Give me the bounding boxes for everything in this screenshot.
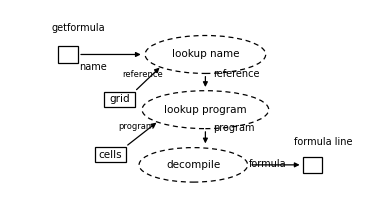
Bar	[104, 92, 135, 107]
Text: lookup program: lookup program	[164, 105, 247, 115]
Text: program: program	[118, 122, 154, 131]
Bar	[303, 157, 322, 173]
Text: cells: cells	[99, 149, 122, 159]
Bar	[95, 147, 126, 162]
Text: grid: grid	[109, 94, 130, 104]
Text: decompile: decompile	[166, 160, 221, 170]
Text: formula line: formula line	[294, 137, 353, 147]
Text: reference: reference	[123, 71, 163, 80]
Text: formula: formula	[249, 159, 287, 169]
Text: lookup name: lookup name	[172, 50, 239, 60]
Text: reference: reference	[213, 69, 259, 79]
Text: program: program	[213, 123, 254, 133]
Text: getformula: getformula	[52, 23, 105, 33]
Text: name: name	[79, 62, 107, 72]
Bar	[58, 46, 78, 63]
